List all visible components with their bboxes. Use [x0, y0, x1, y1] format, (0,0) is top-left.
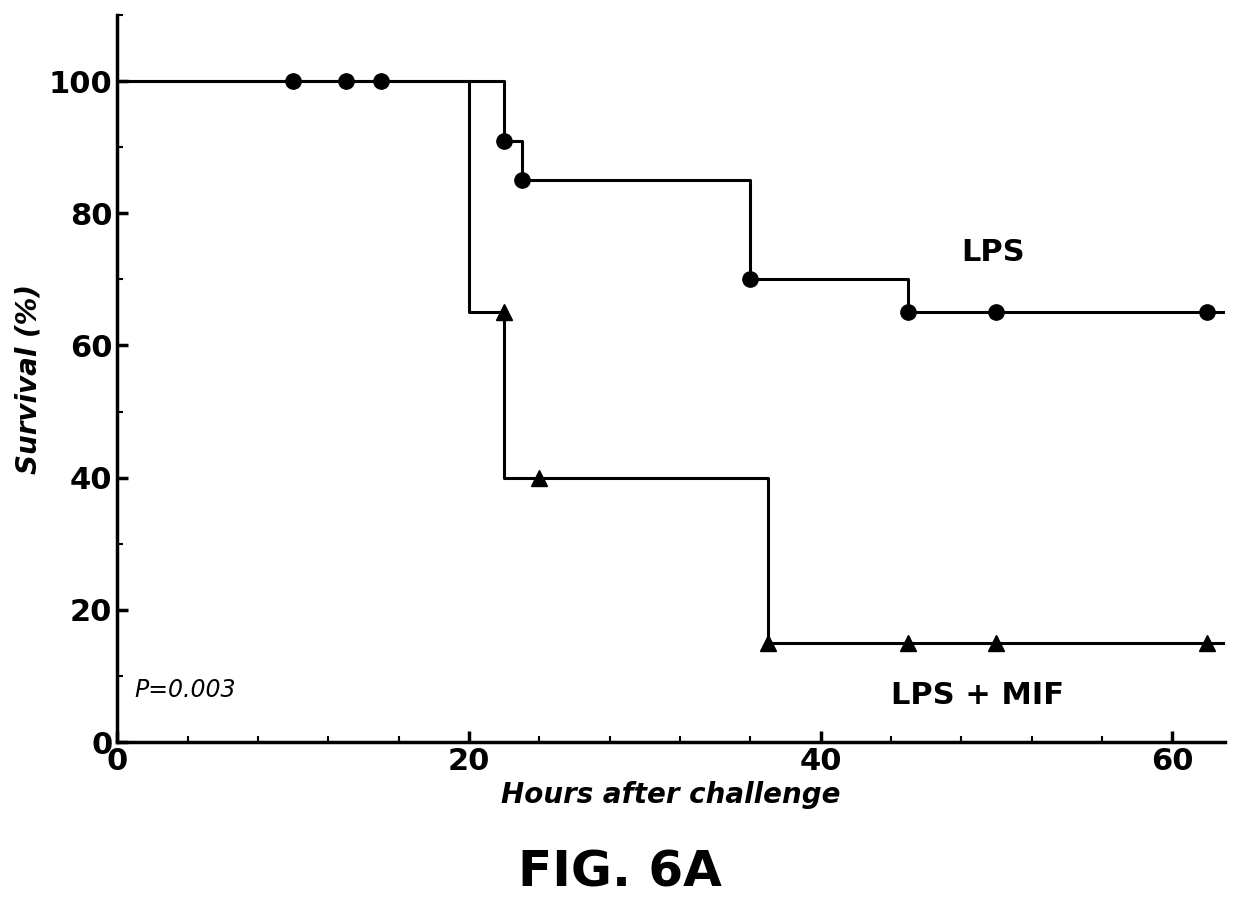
- Text: LPS + MIF: LPS + MIF: [890, 681, 1064, 710]
- X-axis label: Hours after challenge: Hours after challenge: [501, 782, 841, 809]
- Text: LPS: LPS: [961, 238, 1024, 267]
- Text: P=0.003: P=0.003: [135, 679, 237, 702]
- Text: FIG. 6A: FIG. 6A: [518, 849, 722, 897]
- Y-axis label: Survival (%): Survival (%): [15, 284, 43, 474]
